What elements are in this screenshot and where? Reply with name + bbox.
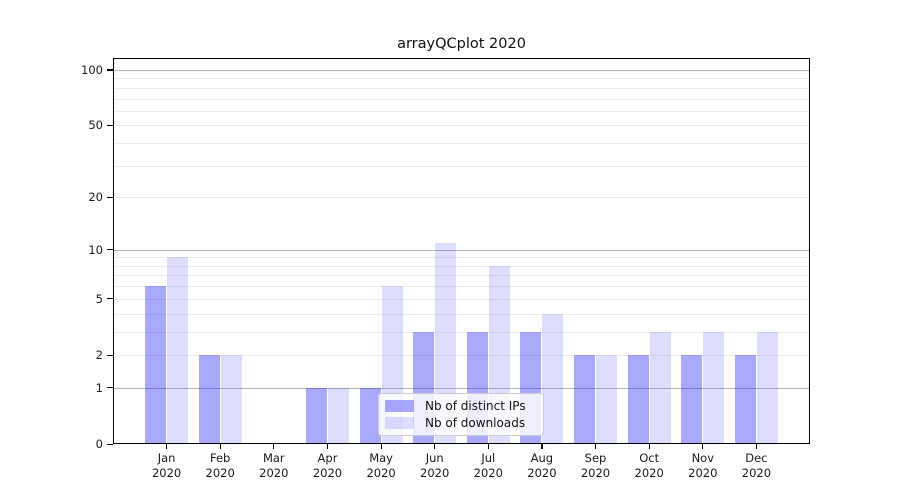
y-axis-tick-label: 1 (95, 380, 103, 395)
major-gridline (113, 249, 810, 251)
bar-oct-distinct-ips (627, 355, 649, 444)
y-tick-mark (107, 354, 113, 356)
x-axis-tick-label: Sep 2020 (580, 451, 611, 480)
minor-gridline (113, 331, 810, 333)
bar-may-distinct-ips (359, 387, 381, 444)
bar-sep-distinct-ips (574, 355, 595, 444)
x-axis-tick-label: Oct 2020 (634, 451, 664, 480)
minor-gridline (113, 165, 810, 167)
bar-jan-downloads (167, 257, 189, 444)
legend-label-downloads: Nb of downloads (425, 416, 526, 431)
x-tick-mark (219, 444, 221, 449)
minor-gridline (113, 355, 810, 356)
x-tick-mark (487, 444, 489, 449)
y-tick-mark (107, 69, 113, 71)
bar-jan-distinct-ips (145, 286, 167, 444)
x-axis-tick-label: Nov 2020 (688, 451, 718, 480)
bar-dec-distinct-ips (734, 355, 756, 444)
minor-gridline (113, 275, 810, 277)
bar-dec-downloads (756, 331, 778, 444)
y-axis-tick-label: 0 (95, 437, 103, 451)
bar-apr-distinct-ips (306, 387, 327, 444)
bar-nov-downloads (703, 331, 725, 444)
minor-gridline (113, 87, 810, 89)
y-axis-tick-label: 2 (95, 348, 103, 362)
y-tick-mark (107, 298, 113, 300)
x-tick-mark (380, 444, 382, 449)
y-axis-tick-label: 20 (88, 190, 103, 205)
minor-gridline (113, 197, 810, 199)
legend-swatch-downloads-icon (385, 417, 414, 430)
x-tick-mark (273, 444, 275, 449)
x-axis-tick-label: Apr 2020 (312, 451, 343, 480)
x-tick-mark (434, 444, 436, 449)
minor-gridline (113, 298, 810, 300)
x-axis-tick-label: Dec 2020 (741, 451, 772, 480)
minor-gridline (113, 78, 810, 80)
legend-entry-distinct-ips: Nb of distinct IPs (385, 397, 537, 414)
x-tick-mark (166, 444, 168, 449)
y-axis-tick-label: 10 (88, 242, 103, 257)
x-tick-mark (755, 444, 758, 449)
x-tick-mark (327, 444, 329, 449)
x-axis-tick-label: Jan 2020 (151, 451, 182, 480)
minor-gridline (113, 257, 810, 259)
minor-gridline (113, 98, 810, 100)
bar-sep-downloads (596, 355, 617, 444)
x-axis-tick-label: May 2020 (366, 451, 396, 480)
bar-oct-downloads (649, 331, 671, 444)
x-tick-mark (595, 444, 597, 449)
x-tick-mark (702, 444, 704, 449)
legend-label-distinct-ips: Nb of distinct IPs (425, 398, 526, 413)
y-axis-tick-label: 100 (81, 62, 103, 77)
y-tick-mark (107, 196, 113, 198)
y-tick-mark (107, 443, 113, 445)
minor-gridline (113, 125, 810, 127)
x-tick-mark (648, 444, 650, 449)
y-tick-mark (107, 249, 113, 251)
major-gridline (113, 69, 810, 71)
bar-feb-downloads (220, 355, 242, 444)
x-axis-tick-label: Feb 2020 (205, 451, 235, 480)
x-tick-mark (541, 444, 543, 449)
bar-apr-downloads (328, 387, 349, 444)
minor-gridline (113, 265, 810, 267)
x-axis-tick-label: Jun 2020 (420, 451, 450, 480)
legend-entry-downloads: Nb of downloads (385, 415, 537, 432)
y-tick-mark (107, 124, 113, 126)
x-axis-tick-label: Aug 2020 (527, 451, 557, 480)
bar-aug-downloads (542, 313, 564, 444)
minor-gridline (113, 143, 810, 144)
x-axis-tick-label: Jul 2020 (473, 451, 503, 480)
minor-gridline (113, 286, 810, 288)
bar-nov-distinct-ips (681, 355, 703, 444)
legend: Nb of distinct IPs Nb of downloads (378, 393, 544, 436)
plot-frame (113, 58, 810, 444)
major-gridline (113, 387, 810, 389)
legend-swatch-distinct-ips-icon (385, 399, 414, 412)
y-axis-tick-label: 50 (88, 118, 103, 133)
x-axis-tick-label: Mar 2020 (259, 451, 289, 480)
minor-gridline (113, 313, 810, 315)
minor-gridline (113, 110, 810, 112)
chart-title: arrayQCplot 2020 (397, 36, 526, 52)
bar-feb-distinct-ips (198, 355, 220, 444)
y-axis-tick-label: 5 (95, 291, 103, 306)
y-tick-mark (107, 387, 113, 389)
